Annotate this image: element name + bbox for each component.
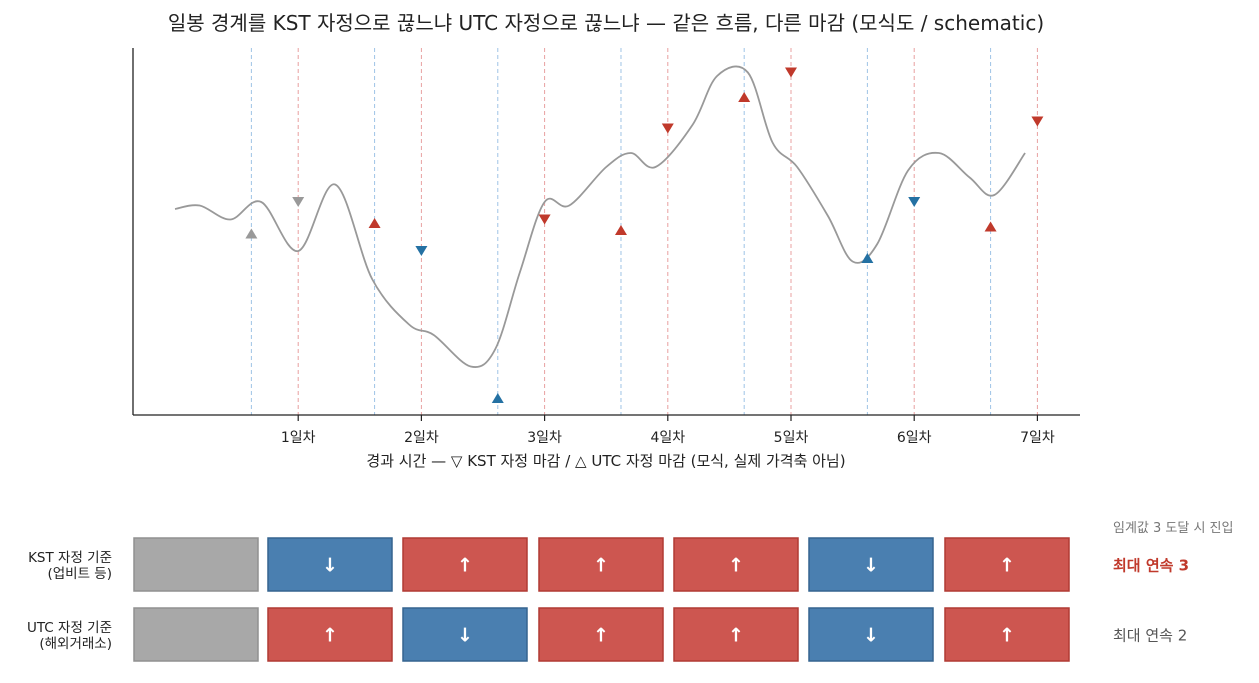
utc-close-marker — [491, 393, 504, 403]
utc-close-marker — [738, 92, 751, 102]
streak-cell-up — [267, 607, 393, 662]
kst-close-marker — [538, 214, 551, 225]
streak-comparison-panel: 임계값 3 도달 시 진입 KST 자정 기준(업비트 등) ↓ ↑ ↑ ↑ ↓ ↑ 최대 연… — [27, 521, 1233, 662]
utc-close-marker — [984, 221, 997, 232]
streak-cell-up — [402, 537, 528, 592]
threshold-note: 임계값 3 도달 시 진입 — [1113, 521, 1233, 536]
closing-markers — [245, 67, 1044, 403]
chart-axes — [132, 48, 1080, 416]
utc-streak-row: UTC 자정 기준(해외거래소) ↑ ↓ ↑ ↑ ↓ ↑ 최대 연속 2 — [27, 607, 1187, 662]
streak-cell-up — [673, 607, 799, 662]
x-axis-label: 경과 시간 — ▽ KST 자정 마감 / △ UTC 자정 마감 (모식, 실… — [366, 452, 845, 470]
streak-arrow: ↑ — [999, 625, 1015, 647]
streak-arrow: ↓ — [457, 625, 473, 647]
x-tick-label: 1일차 — [281, 430, 316, 446]
price-path — [174, 65, 1026, 368]
row-label: KST 자정 기준 — [28, 550, 112, 566]
kst-close-marker — [1031, 116, 1044, 127]
closing-guide-lines — [250, 48, 1038, 415]
utc-close-marker — [368, 218, 381, 228]
x-tick-label: 4일차 — [650, 430, 685, 446]
chart-title: 일봉 경계를 KST 자정으로 끊느냐 UTC 자정으로 끊느냐 — 같은 흐름… — [168, 11, 1044, 35]
streak-cell-down — [808, 607, 934, 662]
streak-cell-neutral — [133, 607, 259, 662]
kst-close-marker — [785, 67, 797, 78]
streak-arrow: ↑ — [457, 555, 473, 577]
streak-cell-up — [673, 537, 799, 592]
streak-result: 최대 연속 3 — [1113, 557, 1189, 575]
streak-arrow: ↑ — [728, 555, 744, 577]
streak-cell-up — [944, 607, 1070, 662]
x-tick-label: 3일차 — [527, 430, 562, 446]
streak-cell-neutral — [133, 537, 259, 592]
kst-close-marker — [661, 123, 674, 134]
price-line — [174, 65, 1026, 368]
streak-arrow: ↑ — [593, 625, 609, 647]
kst-close-marker — [908, 197, 921, 207]
streak-cell-down — [808, 537, 934, 592]
streak-arrow: ↑ — [593, 555, 609, 577]
row-label: UTC 자정 기준 — [27, 620, 112, 636]
streak-arrow: ↓ — [863, 555, 879, 577]
kst-close-marker — [292, 197, 305, 207]
streak-cell-down — [402, 607, 528, 662]
streak-arrow: ↑ — [999, 555, 1015, 577]
utc-close-marker — [861, 253, 874, 263]
streak-cell-up — [944, 537, 1070, 592]
utc-close-marker — [614, 225, 627, 235]
streak-cell-down — [267, 537, 393, 592]
streak-cell-up — [538, 607, 664, 662]
streak-cell-up — [538, 537, 664, 592]
x-tick-label: 6일차 — [897, 430, 932, 446]
x-ticks: 1일차 2일차 3일차 4일차 5일차 6일차 7일차 — [281, 415, 1055, 446]
kst-close-marker — [415, 246, 428, 256]
utc-close-marker — [245, 228, 258, 239]
streak-arrow: ↑ — [728, 625, 744, 647]
x-tick-label: 5일차 — [774, 430, 809, 446]
kst-streak-row: KST 자정 기준(업비트 등) ↓ ↑ ↑ ↑ ↓ ↑ 최대 연속 3 — [28, 537, 1189, 592]
streak-arrow: ↓ — [322, 555, 338, 577]
streak-arrow: ↑ — [322, 625, 338, 647]
row-sublabel: (해외거래소) — [39, 636, 112, 652]
x-tick-label: 2일차 — [404, 430, 439, 446]
streak-arrow: ↓ — [863, 625, 879, 647]
streak-result: 최대 연속 2 — [1113, 627, 1187, 645]
x-tick-label: 7일차 — [1020, 430, 1055, 446]
row-sublabel: (업비트 등) — [47, 566, 112, 582]
